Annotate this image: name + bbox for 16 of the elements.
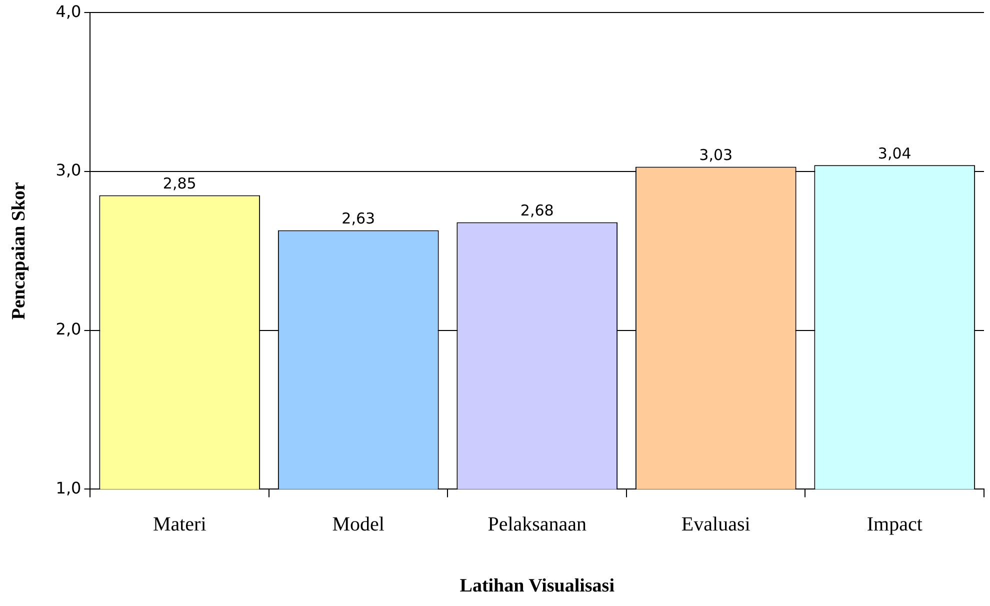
y-tick-label: 1,0	[56, 478, 82, 498]
y-tick-label: 4,0	[56, 2, 82, 21]
y-axis-title: Pencapaian Skor	[8, 181, 30, 320]
x-tick-label: Pelaksanaan	[488, 513, 587, 536]
data-label: 2,68	[520, 202, 554, 220]
x-tick-label: Impact	[866, 513, 923, 536]
data-label: 3,03	[699, 146, 733, 164]
data-label: 3,04	[878, 144, 912, 163]
x-tick-label: Materi	[152, 513, 207, 536]
data-label: 2,85	[162, 174, 196, 193]
x-tick-label: Model	[332, 513, 385, 536]
x-tick-label: Evaluasi	[681, 513, 751, 536]
data-label: 2,63	[342, 210, 376, 228]
y-tick-label: 2,0	[56, 319, 82, 338]
y-tick-label: 3,0	[56, 160, 82, 180]
x-axis-title: Latihan Visualisasi	[460, 576, 614, 597]
